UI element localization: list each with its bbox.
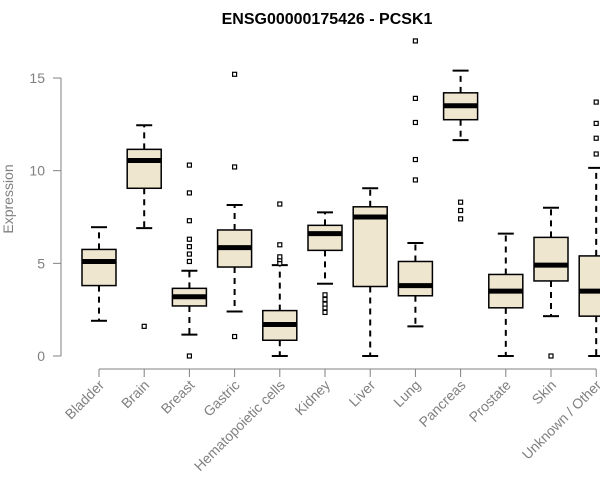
outlier-point	[322, 296, 328, 303]
x-tick-label: Pancreas	[416, 377, 469, 430]
box-group	[352, 187, 388, 357]
box	[352, 206, 388, 288]
outlier-point	[322, 301, 328, 307]
outlier-point	[186, 236, 192, 242]
box-group	[307, 211, 343, 316]
box-group	[216, 71, 253, 340]
outlier-point	[322, 292, 328, 298]
plot-layer	[81, 38, 600, 359]
outlier-point	[186, 251, 192, 257]
x-tick-label: Kidney	[292, 377, 334, 419]
outlier-point	[277, 254, 283, 260]
outlier-point	[186, 190, 192, 196]
outlier-point	[277, 242, 283, 248]
outlier-point	[412, 119, 418, 126]
outlier-point	[458, 207, 464, 214]
box-group	[81, 226, 117, 322]
outlier-point	[186, 353, 192, 359]
outlier-point	[186, 218, 192, 224]
box-group	[488, 232, 524, 357]
x-tick-label: Bladder	[62, 377, 108, 423]
y-tick-label: 5	[37, 255, 45, 271]
outlier-point	[593, 120, 599, 127]
box-group	[171, 162, 208, 359]
outlier-point	[593, 99, 599, 105]
outlier-point	[186, 244, 192, 250]
box-group	[578, 99, 600, 357]
outlier-point	[593, 135, 599, 141]
outlier-point	[186, 162, 192, 168]
box	[126, 148, 162, 190]
box-group	[442, 69, 479, 222]
y-tick-label: 15	[29, 70, 45, 86]
outlier-point	[186, 258, 192, 265]
x-tick-label: Prostate	[466, 377, 514, 425]
outlier-point	[548, 353, 554, 359]
box	[397, 260, 434, 297]
box	[533, 236, 569, 282]
outlier-point	[458, 216, 464, 222]
outlier-point	[412, 95, 418, 101]
x-tick-label: Unknown / Other	[519, 377, 600, 463]
x-tick-label: Gastric	[200, 377, 243, 420]
outlier-point	[141, 323, 147, 329]
box-group	[397, 38, 434, 328]
y-tick-label: 10	[29, 163, 45, 179]
y-tick-label: 0	[37, 348, 45, 364]
outlier-point	[277, 201, 283, 207]
outlier-point	[412, 177, 418, 183]
x-tick-label: Skin	[529, 377, 560, 408]
outlier-point	[232, 333, 238, 340]
x-tick-label: Lung	[390, 377, 423, 410]
outlier-point	[232, 71, 238, 77]
x-tick-label: Brain	[118, 377, 152, 411]
outlier-point	[322, 309, 328, 316]
outlier-point	[593, 151, 599, 157]
box-group	[533, 206, 569, 359]
outlier-point	[412, 156, 418, 163]
box	[307, 224, 343, 252]
y-axis-label: Expression	[0, 164, 16, 233]
outlier-point	[458, 199, 464, 205]
box-group	[262, 201, 298, 357]
chart-title: ENSG00000175426 - PCSK1	[222, 11, 433, 28]
box-group	[126, 124, 162, 329]
x-tick-label: Liver	[346, 377, 379, 410]
box	[578, 255, 600, 317]
outlier-point	[412, 38, 418, 44]
x-tick-label: Breast	[158, 377, 198, 417]
outlier-point	[232, 164, 238, 170]
box	[81, 248, 117, 287]
